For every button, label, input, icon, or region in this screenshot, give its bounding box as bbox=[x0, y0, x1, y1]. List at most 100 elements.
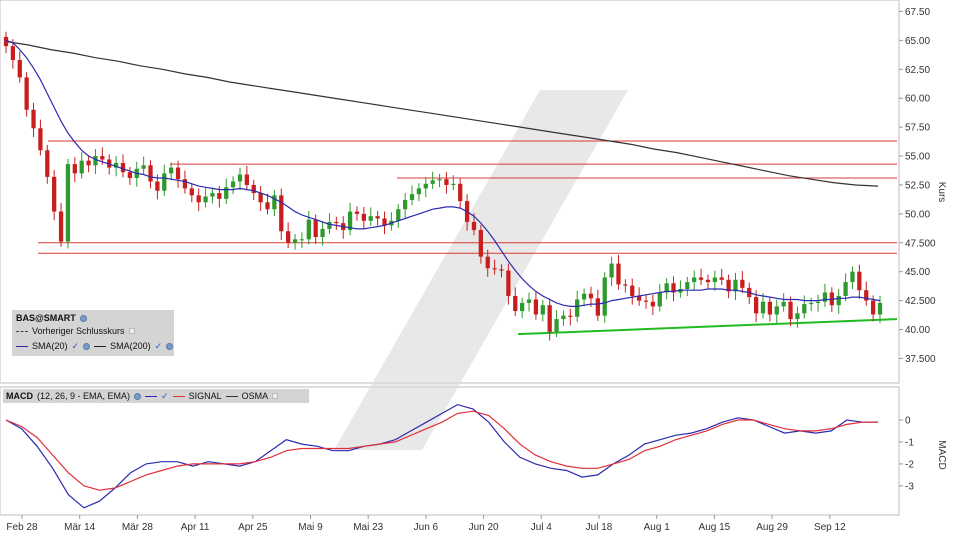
candle-body bbox=[396, 209, 401, 221]
candle-body bbox=[45, 150, 50, 177]
price-tick-label: 40.00 bbox=[905, 325, 930, 336]
candle-body bbox=[354, 211, 360, 214]
candle-body bbox=[630, 285, 635, 296]
candle-body bbox=[230, 181, 236, 188]
checkbox-icon[interactable] bbox=[272, 393, 279, 399]
check-icon[interactable]: ✓ bbox=[161, 390, 169, 401]
candle-body bbox=[733, 279, 738, 292]
candle-body bbox=[740, 279, 745, 288]
signal-line bbox=[5, 410, 878, 491]
candle-body bbox=[3, 36, 9, 47]
candle-body bbox=[726, 279, 731, 292]
settings-icon[interactable] bbox=[166, 342, 174, 350]
candle-body bbox=[492, 268, 497, 270]
macd-swatch bbox=[145, 395, 158, 397]
macd-line bbox=[5, 403, 878, 509]
price-tick-label: 67.50 bbox=[905, 7, 930, 18]
candle-body bbox=[24, 77, 29, 110]
candle-body bbox=[561, 315, 566, 320]
price-tick-label: 37.500 bbox=[905, 354, 936, 365]
candle-body bbox=[836, 295, 841, 306]
price-tick-label: 52.50 bbox=[905, 180, 930, 191]
candle-body bbox=[93, 156, 98, 166]
candle-body bbox=[643, 300, 649, 302]
candle-body bbox=[368, 216, 373, 221]
candle-body bbox=[17, 60, 22, 78]
macd-axis-label: MACD bbox=[936, 440, 947, 469]
candle-body bbox=[237, 174, 243, 182]
support-trendline bbox=[517, 318, 898, 336]
candle-body bbox=[244, 174, 249, 185]
candle-body bbox=[286, 231, 291, 243]
x-tick-label: Aug 15 bbox=[699, 522, 731, 533]
candle-body bbox=[795, 313, 800, 320]
checkbox-icon[interactable] bbox=[128, 328, 135, 334]
symbol-label: BAS@SMART bbox=[16, 313, 76, 323]
candle-body bbox=[79, 160, 84, 174]
candle-body bbox=[781, 301, 786, 307]
candle-body bbox=[162, 173, 167, 191]
settings-icon[interactable] bbox=[83, 342, 91, 350]
x-tick-label: Jul 4 bbox=[531, 522, 553, 533]
candle-body bbox=[471, 221, 477, 231]
candle-body bbox=[382, 218, 387, 226]
x-tick-label: Jul 18 bbox=[586, 522, 613, 533]
candle-body bbox=[774, 306, 779, 315]
settings-icon[interactable] bbox=[134, 392, 142, 400]
candle-body bbox=[113, 162, 119, 168]
prev-close-swatch bbox=[16, 330, 28, 332]
sma200-label: SMA(200) bbox=[110, 341, 151, 351]
candle-body bbox=[513, 295, 518, 312]
candle-body bbox=[616, 263, 621, 285]
candle-body bbox=[72, 164, 77, 174]
x-tick-label: Feb 28 bbox=[6, 522, 38, 533]
candle-body bbox=[664, 283, 669, 293]
candle-body bbox=[698, 277, 704, 280]
candle-body bbox=[65, 164, 71, 242]
x-tick-label: Aug 1 bbox=[644, 522, 671, 533]
candle-body bbox=[788, 301, 793, 320]
x-tick-label: Apr 11 bbox=[181, 522, 210, 533]
candle-body bbox=[815, 301, 821, 303]
candle-body bbox=[272, 195, 277, 210]
candle-body bbox=[224, 187, 229, 199]
candle-body bbox=[306, 219, 311, 240]
candle-body bbox=[540, 305, 545, 315]
candle-body bbox=[877, 302, 883, 315]
osma-swatch bbox=[225, 395, 238, 397]
candle-body bbox=[279, 195, 284, 232]
x-tick-label: Jun 20 bbox=[469, 522, 499, 533]
candle-body bbox=[767, 301, 773, 315]
candle-body bbox=[120, 162, 126, 173]
candle-body bbox=[361, 213, 366, 221]
candle-body bbox=[595, 298, 600, 316]
candle-body bbox=[857, 271, 862, 291]
price-tick-label: 65.00 bbox=[905, 36, 930, 47]
candle-body bbox=[148, 165, 153, 182]
candle-body bbox=[265, 202, 270, 210]
sma20-label: SMA(20) bbox=[32, 341, 68, 351]
osma-label: OSMA bbox=[241, 391, 269, 401]
candle-body bbox=[478, 230, 483, 257]
x-tick-label: Sep 12 bbox=[814, 522, 846, 533]
candle-body bbox=[58, 211, 64, 242]
settings-icon[interactable] bbox=[79, 314, 87, 322]
candle-body bbox=[189, 188, 194, 196]
candle-body bbox=[444, 179, 449, 185]
macd-params: (12, 26, 9 - EMA, EMA) bbox=[37, 391, 131, 401]
x-tick-label: Mär 14 bbox=[64, 522, 96, 533]
x-tick-label: Jun 6 bbox=[414, 522, 439, 533]
candle-body bbox=[526, 299, 532, 303]
x-tick-label: Mai 9 bbox=[298, 522, 323, 533]
candle-body bbox=[127, 172, 133, 179]
candle-body bbox=[155, 181, 160, 191]
candle-body bbox=[31, 109, 36, 129]
candle-body bbox=[196, 195, 201, 203]
check-icon[interactable]: ✓ bbox=[154, 340, 163, 351]
macd-tick-label: 0 bbox=[905, 415, 911, 426]
check-icon[interactable]: ✓ bbox=[71, 340, 80, 351]
x-tick-label: Mär 28 bbox=[122, 522, 154, 533]
candle-body bbox=[52, 176, 57, 212]
macd-panel-frame bbox=[0, 386, 900, 516]
candle-body bbox=[182, 179, 188, 189]
